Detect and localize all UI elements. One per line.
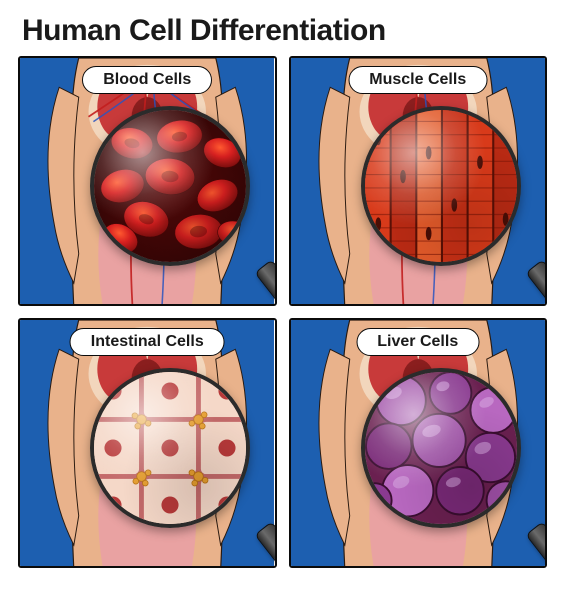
panel-muscle-cells: Muscle Cells xyxy=(289,56,548,306)
page-title: Human Cell Differentiation xyxy=(0,0,565,56)
panel-label: Intestinal Cells xyxy=(70,328,225,356)
intestinal-cells-view xyxy=(94,372,246,524)
magnifier-lens xyxy=(90,368,250,528)
magnifier xyxy=(90,106,277,296)
panel-blood-cells: Blood Cells xyxy=(18,56,277,306)
panel-label: Muscle Cells xyxy=(348,66,487,94)
magnifier xyxy=(361,368,548,558)
muscle-cells-view xyxy=(365,110,517,262)
magnifier xyxy=(361,106,548,296)
magnifier xyxy=(90,368,277,558)
magnifier-lens xyxy=(90,106,250,266)
panel-label: Liver Cells xyxy=(356,328,479,356)
panel-intestinal-cells: Intestinal Cells xyxy=(18,318,277,568)
panel-label: Blood Cells xyxy=(82,66,212,94)
blood-cells-view xyxy=(94,110,246,262)
liver-cells-view xyxy=(365,372,517,524)
magnifier-lens xyxy=(361,368,521,528)
panel-grid: Blood Cells xyxy=(0,56,565,586)
panel-liver-cells: Liver Cells xyxy=(289,318,548,568)
magnifier-lens xyxy=(361,106,521,266)
